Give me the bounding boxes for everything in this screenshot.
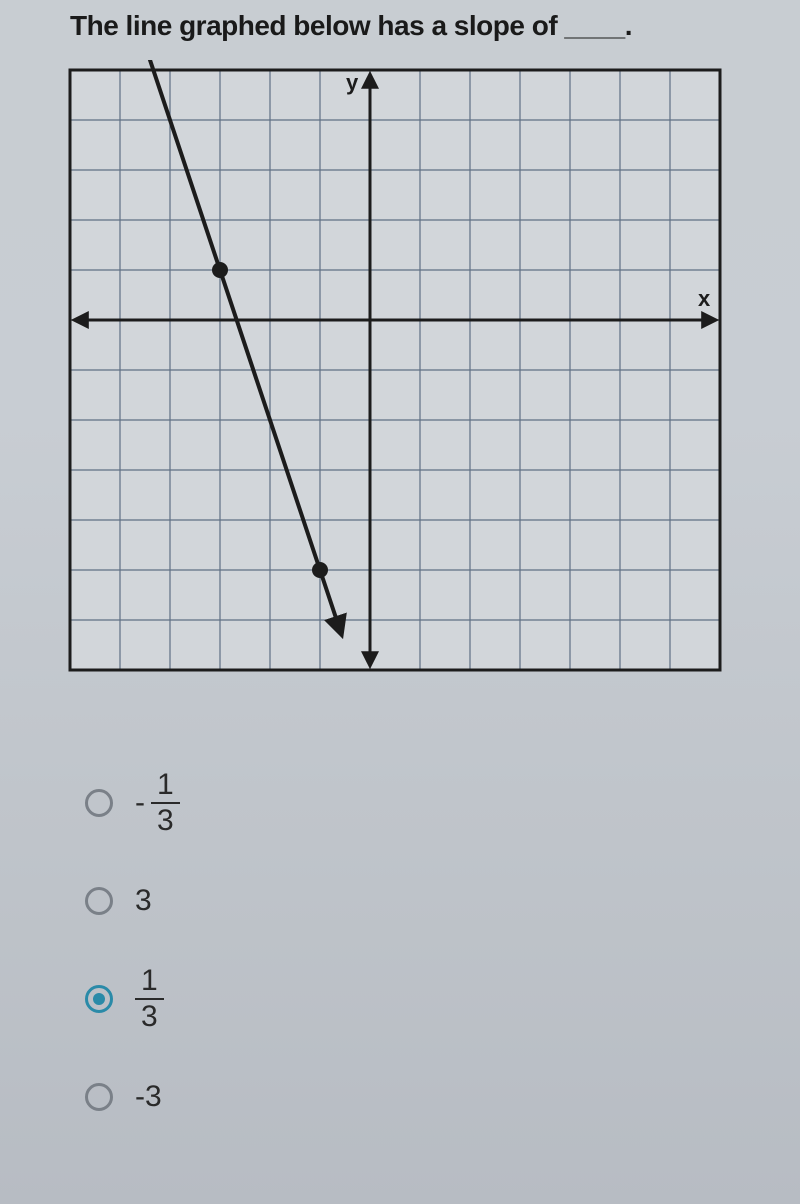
svg-text:y: y	[346, 70, 359, 95]
line-graph: yx	[60, 60, 730, 680]
option-label: - 13	[135, 770, 180, 836]
option-3[interactable]: 3	[85, 884, 180, 918]
radio-icon	[85, 887, 113, 915]
option-neg-1-3[interactable]: - 13	[85, 770, 180, 836]
option-label: 13	[135, 966, 164, 1032]
question-text: The line graphed below has a slope of __…	[70, 10, 632, 42]
option-1-3[interactable]: 13	[85, 966, 180, 1032]
radio-icon	[85, 985, 113, 1013]
svg-text:x: x	[698, 286, 711, 311]
graph-container: yx	[60, 60, 730, 685]
radio-icon	[85, 789, 113, 817]
option-neg-3[interactable]: -3	[85, 1080, 180, 1114]
option-label: -3	[135, 1080, 162, 1114]
answer-options: - 13 3 13 -3	[85, 770, 180, 1162]
option-label: 3	[135, 884, 152, 918]
radio-icon	[85, 1083, 113, 1111]
